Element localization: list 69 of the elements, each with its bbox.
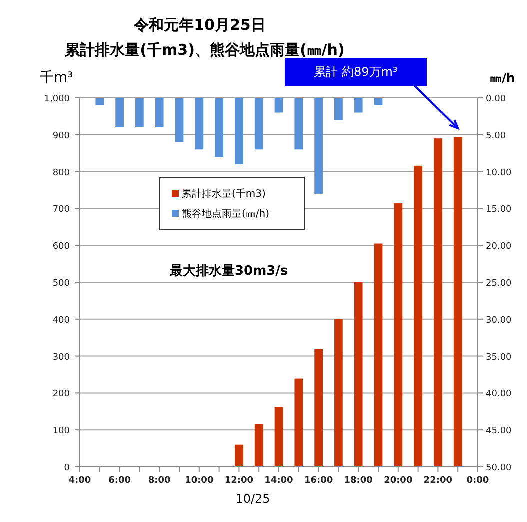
text: 累計 約89万m³: [314, 65, 398, 79]
x-tick-label: 20:00: [384, 476, 413, 486]
legend-label: 累計排水量(千m3): [182, 188, 266, 200]
bar: [116, 98, 124, 128]
bar: [274, 407, 284, 467]
bar: [215, 98, 224, 158]
x-tick-label: 22:00: [424, 476, 453, 486]
bar: [274, 98, 284, 113]
bar: [334, 98, 343, 120]
bar: [254, 98, 264, 150]
y2-tick-label: 35.00: [486, 352, 512, 363]
x-tick-label: 6:00: [108, 476, 131, 486]
y-tick-label: 1,000: [44, 94, 70, 104]
x-tick-label: 10:00: [185, 476, 214, 486]
y2-tick-label: 0.00: [486, 94, 506, 104]
y-axis-title: 千m³: [40, 70, 74, 86]
bar: [175, 98, 184, 142]
bar: [374, 244, 383, 467]
y2-tick-label: 45.00: [486, 426, 512, 437]
y-tick-label: 300: [52, 352, 70, 363]
y-tick-label: 0: [64, 464, 70, 474]
y-tick-label: 700: [52, 205, 70, 216]
y-tick-label: 600: [52, 242, 70, 252]
y-tick-label: 900: [52, 131, 70, 142]
bar: [354, 98, 363, 113]
bar: [195, 98, 204, 150]
x-tick-label: 8:00: [148, 476, 171, 486]
y2-tick-label: 25.00: [486, 279, 512, 289]
bar: [96, 98, 104, 106]
legend-label: 熊谷地点雨量(㎜/h): [182, 208, 270, 220]
x-tick-label: 4:00: [68, 476, 92, 486]
y2-tick-label: 20.00: [486, 242, 512, 252]
bar: [314, 349, 323, 467]
x-axis-title: 10/25: [236, 492, 270, 506]
bar: [374, 98, 383, 106]
bar: [394, 204, 403, 467]
y2-tick-label: 50.00: [486, 464, 512, 474]
chart-title: 令和元年10月25日: [133, 16, 266, 34]
annotation: 最大排水量30m3/s: [169, 264, 288, 279]
x-tick-label: 16:00: [304, 476, 334, 486]
bar: [334, 319, 343, 467]
x-tick-label: 14:00: [264, 476, 294, 486]
y-tick-label: 200: [52, 390, 70, 400]
chart-subtitle: 累計排水量(千m3)、熊谷地点雨量(㎜/h): [64, 41, 345, 59]
bar: [136, 98, 144, 128]
y2-tick-label: 15.00: [486, 205, 512, 216]
x-tick-label: 18:00: [344, 476, 373, 486]
bar: [235, 444, 244, 467]
bar: [434, 138, 442, 467]
bar: [254, 424, 264, 467]
x-tick-label: 12:00: [224, 476, 254, 486]
y2-axis-title: ㎜/h: [490, 71, 515, 85]
y2-tick-label: 30.00: [486, 316, 512, 326]
bar: [314, 98, 323, 194]
x-tick-label: 0:00: [466, 476, 490, 486]
y-tick-label: 100: [52, 426, 70, 437]
bar: [454, 137, 462, 467]
y2-tick-label: 40.00: [486, 390, 512, 400]
bar: [354, 282, 363, 467]
bar: [294, 98, 304, 150]
y2-tick-label: 5.00: [486, 131, 506, 142]
y-tick-label: 500: [52, 279, 70, 289]
bar: [294, 378, 304, 467]
y-tick-label: 800: [52, 168, 70, 178]
bar: [235, 98, 244, 164]
y-tick-label: 400: [52, 316, 70, 326]
bar: [414, 166, 422, 467]
y2-tick-label: 10.00: [486, 168, 512, 178]
bar: [155, 98, 164, 128]
